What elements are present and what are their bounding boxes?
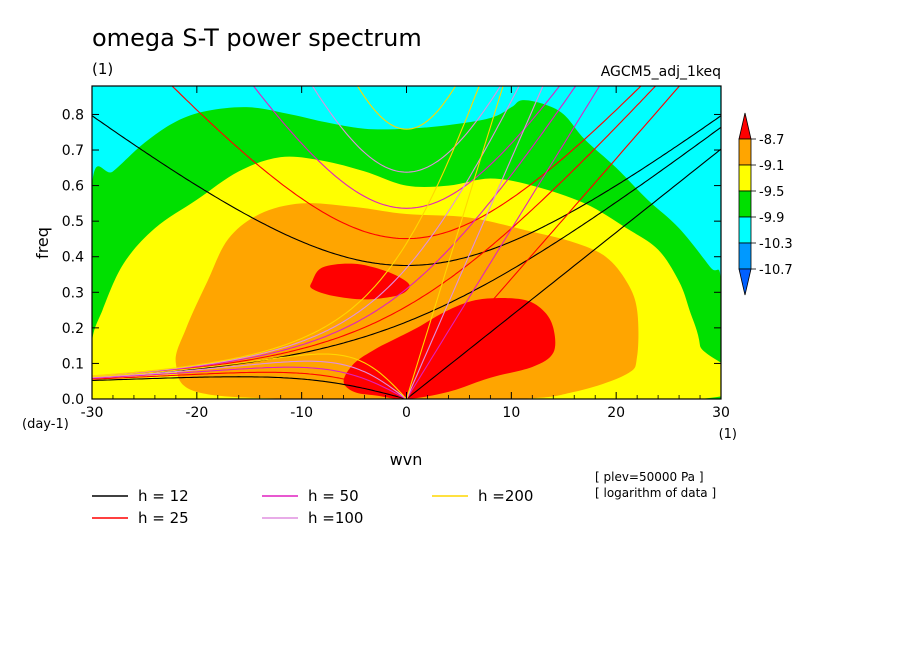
colorbar-level-label: -9.5 [759, 185, 784, 200]
legend-label: h = 12 [138, 487, 189, 505]
y-tick-label: 0.1 [62, 356, 84, 372]
x-tick-label: 0 [402, 405, 411, 421]
legend-label: h =100 [308, 509, 363, 527]
colorbar-box [738, 190, 752, 218]
x-tick-label: 20 [607, 405, 625, 421]
colorbar-box [738, 242, 752, 270]
x-unit-label: (1) [719, 427, 737, 442]
y-axis: 0.0 0.1 0.2 0.3 0.4 0.5 0.6 0.7 0.8 [62, 107, 721, 408]
y-tick-label: 0.0 [62, 392, 84, 408]
legend-label: h = 50 [308, 487, 359, 505]
y-tick-label: 0.8 [62, 107, 84, 123]
colorbar-level-label: -10.3 [759, 237, 793, 252]
y-unit-label: (day-1) [22, 417, 69, 432]
colorbar-box [738, 216, 752, 244]
x-axis: -30 -20 -10 0 10 20 30 [81, 86, 730, 421]
kelvin-curve-h200 [405, 86, 504, 399]
x-tick-label: -30 [81, 405, 104, 421]
rossby-curve-h50 [92, 366, 407, 399]
y-tick-label: 0.3 [62, 285, 84, 301]
colorbar-top-arrow [738, 112, 752, 140]
mrg-curve-h100 [92, 86, 520, 377]
kelvin-curve-h100 [405, 86, 544, 399]
y-tick-label: 0.2 [62, 321, 84, 337]
kelvin-curve-h25 [406, 86, 681, 399]
y-tick-label: 0.5 [62, 214, 84, 230]
mrg-curve-h12 [92, 126, 721, 378]
plev-annotation: [ plev=50000 Pa ] [595, 470, 704, 484]
rossby-curve-h12 [92, 376, 407, 399]
rossby-curve-h200 [92, 353, 407, 399]
kelvin-curve-h12 [406, 148, 721, 399]
ig-curve-h200 [356, 86, 457, 130]
colorbar-box [738, 164, 752, 192]
y-tick-label: 0.4 [62, 250, 84, 266]
legend-label: h =200 [478, 487, 533, 505]
y-tick-label: 0.7 [62, 143, 84, 159]
rossby-curve-h25 [92, 371, 407, 399]
run-label: AGCM5_adj_1keq [601, 64, 721, 80]
log-annotation: [ logarithm of data ] [595, 486, 716, 500]
mrg-curve-h25 [92, 86, 657, 378]
legend: h = 12 h = 25 h = 50 h =100 h =200 [92, 487, 533, 527]
x-tick-label: -10 [290, 405, 313, 421]
mrg-curve-h200 [92, 86, 480, 377]
ig-curve-h25 [171, 86, 642, 240]
ig-curve-h100 [311, 86, 502, 173]
x-axis-label: wvn [390, 450, 423, 469]
y-tick-label: 0.6 [62, 179, 84, 195]
mrg-curve-h50 [92, 86, 577, 377]
colorbar-box [738, 138, 752, 166]
chart-title: omega S-T power spectrum [92, 24, 422, 52]
chart-subtitle: (1) [92, 60, 113, 78]
y-axis-label: freq [33, 227, 52, 259]
colorbar-level-label: -10.7 [759, 263, 793, 278]
kelvin-curve-h50 [406, 86, 601, 399]
colorbar-level-label: -9.1 [759, 159, 784, 174]
legend-label: h = 25 [138, 509, 189, 527]
rossby-curve-h100 [92, 360, 407, 399]
colorbar-level-label: -8.7 [759, 133, 784, 148]
x-tick-label: 30 [712, 405, 730, 421]
x-tick-label: 10 [502, 405, 520, 421]
x-tick-label: -20 [185, 405, 208, 421]
colorbar-bottom-arrow [738, 268, 752, 296]
colorbar: -8.7 -9.1 -9.5 -9.9 -10.3 -10.7 [738, 112, 793, 296]
dispersion-curves [92, 86, 721, 399]
colorbar-level-label: -9.9 [759, 211, 784, 226]
ig-curve-h50 [252, 86, 561, 209]
ig-curve-h12 [92, 115, 721, 267]
